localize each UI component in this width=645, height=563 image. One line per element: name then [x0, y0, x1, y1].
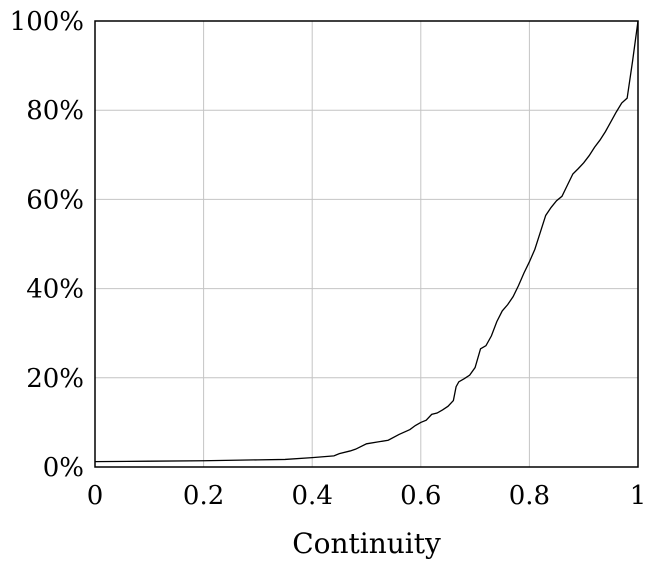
y-tick-label: 40%	[26, 275, 84, 305]
series-line	[94, 20, 639, 463]
x-tick-label: 0.6	[400, 481, 441, 511]
y-tick-label: 80%	[26, 96, 84, 126]
y-tick-label: 20%	[26, 364, 84, 394]
x-tick-label: 1	[630, 481, 645, 511]
x-tick-label: 0	[87, 481, 104, 511]
y-tick-label: 60%	[26, 185, 84, 215]
y-tick-label: 0%	[43, 453, 84, 483]
x-axis-title: Continuity	[292, 527, 441, 560]
tick-labels: 0 0.2 0.4 0.6 0.8 1 0% 20% 40% 60% 80% 100%	[10, 7, 645, 511]
plot-frame	[94, 20, 639, 468]
x-tick-label: 0.8	[509, 481, 550, 511]
x-tick-label: 0.2	[183, 481, 224, 511]
grid	[95, 21, 638, 467]
y-tick-label: 100%	[10, 7, 84, 37]
x-tick-label: 0.4	[292, 481, 333, 511]
